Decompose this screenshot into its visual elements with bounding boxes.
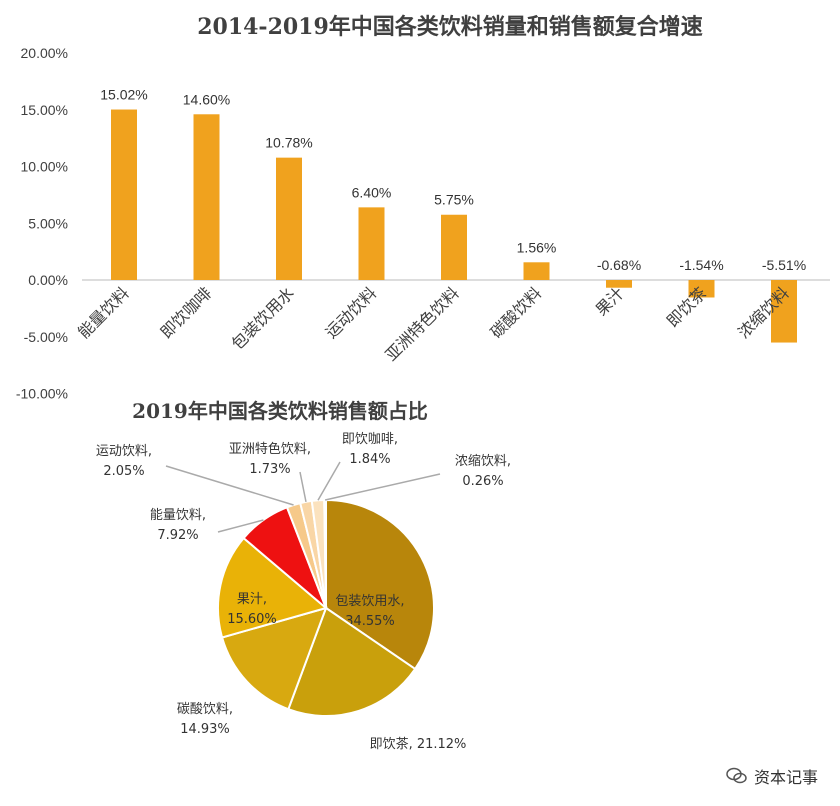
x-category-label: 运动饮料 xyxy=(322,283,381,342)
y-tick-label: -5.00% xyxy=(24,329,68,345)
pie-slice xyxy=(220,606,328,711)
pie-label-pct: 7.92% xyxy=(157,528,198,543)
bar xyxy=(111,109,137,280)
bar xyxy=(441,214,467,280)
x-category-label: 即饮咖啡 xyxy=(157,283,216,342)
y-tick-label: 0.00% xyxy=(28,272,68,288)
x-category-label: 亚洲特色饮料 xyxy=(382,283,463,364)
bar-data-label: 10.78% xyxy=(265,135,312,151)
pie-leader-line xyxy=(324,473,441,501)
pie-leader-line xyxy=(165,465,294,506)
bar-data-label: 14.60% xyxy=(183,91,230,107)
pie-label-name: 能量饮料, xyxy=(150,508,206,523)
pie-label: 即饮茶, 21.12% xyxy=(370,736,467,752)
pie-label-pct: 1.73% xyxy=(249,462,290,477)
bar-chart-title: 2014-2019年中国各类饮料销量和销售额复合增速 xyxy=(197,14,703,40)
bar-data-label: -1.54% xyxy=(679,257,723,273)
bar-data-label: 1.56% xyxy=(517,239,557,255)
pie-label-pct: 15.60% xyxy=(227,612,277,627)
pie-label-pct: 1.84% xyxy=(349,452,390,467)
bar-data-label: -5.51% xyxy=(762,257,806,273)
watermark: 资本记事 xyxy=(726,764,818,788)
x-category-label: 能量饮料 xyxy=(74,283,133,342)
bar xyxy=(276,157,302,280)
pie-chart: 包装饮用水, 34.55% 即饮茶, 21.12% 碳酸饮料, 14.93% 果汁, 15.… xyxy=(96,432,511,752)
y-tick-label: 20.00% xyxy=(21,45,68,61)
bar-data-label: 6.40% xyxy=(352,184,392,200)
pie-label-name: 亚洲特色饮料, xyxy=(229,441,311,457)
y-tick-label: -10.00% xyxy=(16,386,68,402)
pie-label-name: 果汁, xyxy=(237,592,267,607)
pie-slice xyxy=(217,536,329,639)
x-category-label: 果汁 xyxy=(592,283,628,319)
pie-slice xyxy=(287,606,417,717)
pie-chart-title: 2019年中国各类饮料销售额占比 xyxy=(132,399,428,423)
bar-data-label: 15.02% xyxy=(100,87,147,103)
pie-label-pct: 2.05% xyxy=(103,464,144,479)
y-tick-label: 5.00% xyxy=(28,215,68,231)
bar xyxy=(193,114,220,280)
pie-label-pct: 34.55% xyxy=(345,614,395,629)
x-category-label: 碳酸饮料 xyxy=(487,283,546,342)
x-category-label: 包装饮用水 xyxy=(228,283,298,353)
bar-chart: 20.00% 15.00% 10.00% 5.00% 0.00% -5.00% -10.00… xyxy=(16,45,830,402)
bar-data-label: -0.68% xyxy=(597,257,641,273)
bar xyxy=(523,262,550,280)
pie-label-pct: 0.26% xyxy=(462,474,503,489)
bar xyxy=(771,280,797,343)
pie-label-name: 即饮咖啡, xyxy=(342,432,398,447)
y-tick-label: 15.00% xyxy=(21,102,68,118)
pie-label-name: 运动饮料, xyxy=(96,444,152,459)
pie-label-pct: 14.93% xyxy=(180,722,230,737)
pie-leader-line xyxy=(299,471,307,503)
pie-leader-line xyxy=(317,461,341,501)
bar xyxy=(358,207,385,280)
y-tick-label: 10.00% xyxy=(21,159,68,175)
wechat-icon xyxy=(726,767,747,784)
pie-label-name: 浓缩饮料, xyxy=(455,453,511,469)
bar xyxy=(688,280,715,298)
pie-label-name: 碳酸饮料, xyxy=(177,702,233,717)
bar xyxy=(606,280,632,288)
x-category-label: 即饮茶 xyxy=(663,283,710,330)
watermark-text: 资本记事 xyxy=(753,768,818,787)
bar-data-label: 5.75% xyxy=(434,192,474,208)
pie-leader-line xyxy=(217,519,264,533)
pie-label-name: 包装饮用水, xyxy=(335,594,404,609)
pie-slice xyxy=(325,498,435,671)
